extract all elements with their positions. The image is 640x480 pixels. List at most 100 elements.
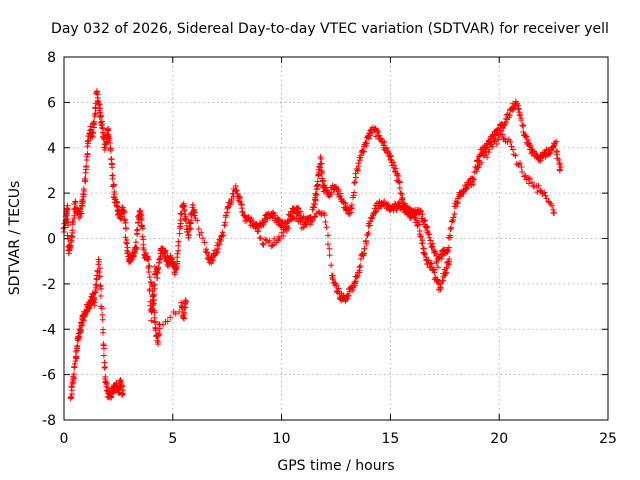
data-point	[148, 317, 155, 324]
data-point	[309, 217, 316, 224]
data-point	[517, 160, 524, 167]
data-point	[345, 292, 352, 299]
data-point	[91, 120, 98, 127]
y-tick-label: -4	[42, 322, 56, 338]
data-point	[220, 231, 227, 238]
data-point	[83, 163, 90, 170]
data-point	[294, 204, 301, 211]
data-point	[97, 109, 104, 116]
plot-frame	[63, 56, 609, 421]
data-point	[71, 360, 78, 367]
data-point	[140, 236, 147, 243]
data-point	[194, 217, 201, 224]
data-point	[526, 180, 533, 187]
y-tick-label: 0	[47, 232, 56, 248]
data-point	[454, 200, 461, 207]
data-point	[114, 203, 121, 210]
data-point	[328, 262, 335, 269]
data-point	[208, 254, 215, 261]
data-point	[523, 133, 530, 140]
data-point	[195, 226, 202, 233]
data-point	[78, 198, 85, 205]
data-point	[403, 204, 410, 211]
data-point	[146, 262, 153, 269]
data-point	[524, 136, 531, 143]
data-point	[130, 253, 137, 260]
data-point	[280, 233, 287, 240]
data-point	[73, 355, 80, 362]
data-point	[271, 235, 278, 242]
data-point	[107, 147, 114, 154]
data-point	[116, 378, 123, 385]
data-point	[174, 250, 181, 257]
data-point	[137, 207, 144, 214]
data-point	[351, 189, 358, 196]
data-point	[434, 264, 441, 271]
data-point	[313, 185, 320, 192]
data-point	[362, 139, 369, 146]
data-point	[395, 172, 402, 179]
data-point	[216, 241, 223, 248]
data-point	[133, 244, 140, 251]
data-point	[500, 125, 507, 132]
data-point	[263, 215, 270, 222]
data-point	[396, 200, 403, 207]
data-point	[181, 208, 188, 215]
data-point	[543, 195, 550, 202]
data-point	[156, 330, 163, 337]
data-point	[352, 278, 359, 285]
data-point	[176, 308, 183, 315]
data-point	[77, 206, 84, 213]
data-point	[99, 124, 106, 131]
data-point	[235, 195, 242, 202]
data-point	[176, 230, 183, 237]
data-point	[71, 363, 78, 370]
data-point	[360, 148, 367, 155]
data-point	[357, 262, 364, 269]
data-point	[209, 256, 216, 263]
data-point	[444, 265, 451, 272]
data-point	[139, 225, 146, 232]
data-point	[91, 296, 98, 303]
data-point	[448, 224, 455, 231]
data-point	[72, 348, 79, 355]
data-point	[175, 238, 182, 245]
data-point	[509, 146, 516, 153]
data-point	[452, 203, 459, 210]
data-point	[381, 139, 388, 146]
data-point	[97, 283, 104, 290]
data-point	[190, 206, 197, 213]
data-point	[369, 213, 376, 220]
data-point	[110, 181, 117, 188]
data-point	[319, 169, 326, 176]
data-point	[470, 176, 477, 183]
data-point	[363, 140, 370, 147]
data-point	[483, 154, 490, 161]
data-point	[120, 387, 127, 394]
data-point	[60, 225, 67, 232]
data-point	[239, 209, 246, 216]
data-point	[84, 140, 91, 147]
data-point	[356, 264, 363, 271]
data-point	[493, 140, 500, 147]
data-point	[211, 252, 218, 259]
data-point	[324, 241, 331, 248]
data-point	[423, 224, 430, 231]
y-axis-label: SDTVAR / TECUs	[7, 181, 23, 296]
data-point	[95, 256, 102, 263]
data-point	[182, 298, 189, 305]
data-point	[138, 217, 145, 224]
data-point	[92, 104, 99, 111]
data-point	[155, 265, 162, 272]
data-point	[512, 152, 519, 159]
data-point	[92, 110, 99, 117]
data-point	[355, 163, 362, 170]
data-point	[485, 138, 492, 145]
data-point	[348, 209, 355, 216]
data-point	[156, 325, 163, 332]
data-point	[375, 128, 382, 135]
data-point	[537, 188, 544, 195]
data-point	[353, 166, 360, 173]
data-point	[182, 218, 189, 225]
data-point	[353, 274, 360, 281]
